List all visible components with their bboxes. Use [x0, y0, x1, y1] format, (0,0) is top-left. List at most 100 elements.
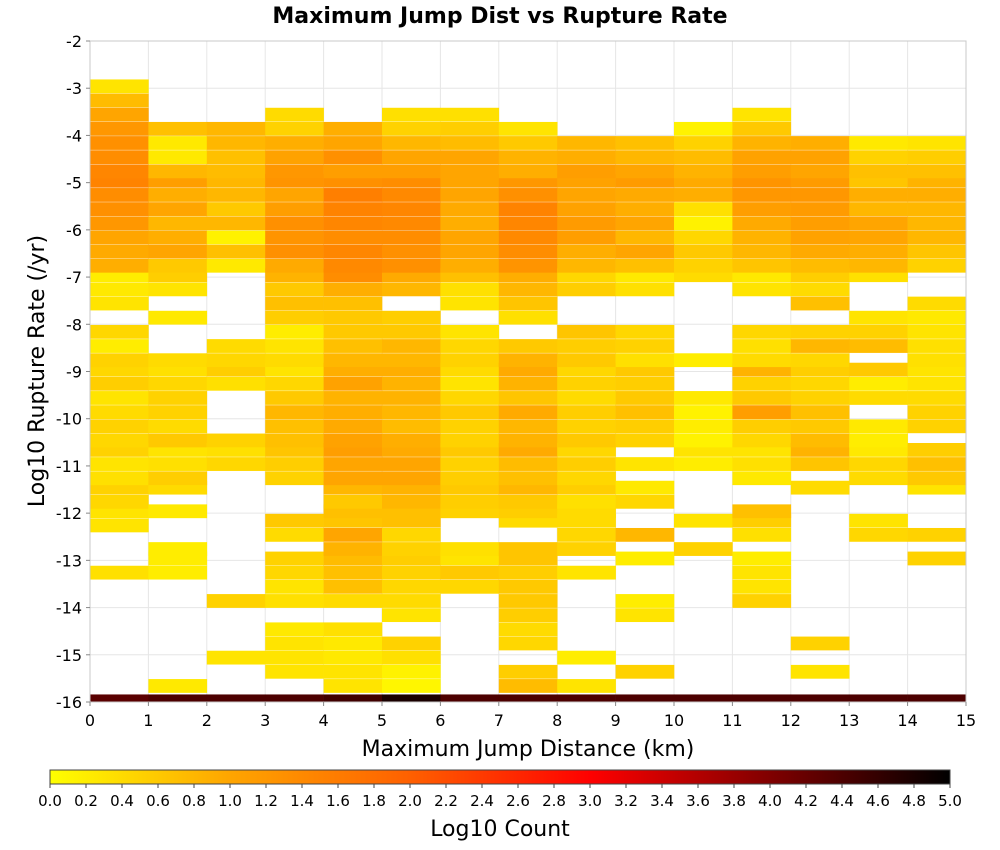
heatmap-cell — [382, 107, 441, 122]
y-tick-label: -3 — [66, 79, 82, 98]
colorbar-tick-label: 4.8 — [902, 792, 926, 810]
heatmap-cell — [382, 679, 441, 693]
heatmap-cell — [90, 376, 149, 391]
heatmap-cell — [615, 664, 675, 679]
heatmap-cell — [849, 376, 908, 391]
heatmap-cell — [849, 457, 908, 471]
heatmap-cell — [206, 150, 266, 165]
heatmap-cell — [790, 188, 850, 202]
heatmap-cell — [557, 244, 616, 259]
heatmap-cell — [382, 188, 441, 202]
heatmap-cell — [90, 244, 149, 259]
heatmap-cell — [732, 405, 792, 420]
heatmap-cell — [557, 376, 616, 391]
heatmap-cell — [557, 164, 616, 179]
heatmap-cell — [732, 121, 792, 136]
heatmap-cell — [382, 244, 441, 259]
heatmap-cell — [440, 579, 500, 594]
heatmap-cell — [265, 230, 324, 245]
heatmap-cell — [206, 457, 266, 471]
colorbar-tick-label: 3.4 — [650, 792, 674, 810]
heatmap-cell — [90, 433, 149, 448]
heatmap-cell — [440, 542, 500, 556]
heatmap-cell — [674, 258, 733, 273]
heatmap-cell — [382, 376, 441, 391]
heatmap-cell — [206, 244, 266, 259]
colorbar-tick-label: 0.0 — [38, 792, 62, 810]
x-tick-label: 8 — [552, 711, 562, 730]
heatmap-cell — [148, 419, 208, 434]
heatmap-cell — [498, 376, 558, 391]
heatmap-cell — [557, 230, 616, 245]
heatmap-cell — [440, 405, 500, 420]
heatmap-cell — [615, 494, 675, 509]
heatmap-cell — [674, 694, 733, 703]
heatmap-cell — [440, 216, 500, 231]
heatmap-cell — [265, 433, 324, 448]
heatmap-cell — [907, 150, 967, 165]
heatmap-cell — [206, 694, 266, 703]
colorbar-tick-label: 4.4 — [830, 792, 854, 810]
heatmap-cell — [440, 391, 500, 405]
x-tick-label: 9 — [611, 711, 621, 730]
colorbar-tick-label: 3.0 — [578, 792, 602, 810]
heatmap-cell — [674, 457, 733, 471]
heatmap-cell — [265, 636, 324, 651]
heatmap-cell — [148, 164, 208, 179]
heatmap-cell — [323, 636, 383, 651]
heatmap-cell — [90, 164, 149, 179]
heatmap-cell — [382, 527, 441, 542]
heatmap-cell — [265, 551, 324, 566]
heatmap-cell — [615, 188, 675, 202]
heatmap-cell — [90, 565, 149, 580]
heatmap-cell — [732, 433, 792, 448]
heatmap-cell — [382, 664, 441, 679]
heatmap-cell — [323, 594, 383, 608]
x-tick-label: 1 — [143, 711, 153, 730]
heatmap-cell — [440, 324, 500, 339]
heatmap-cell — [674, 121, 733, 136]
heatmap-cell — [498, 694, 558, 703]
heatmap-cell — [440, 457, 500, 471]
heatmap-cell — [265, 150, 324, 165]
colorbar-tick-label: 4.2 — [794, 792, 818, 810]
heatmap-cell — [557, 405, 616, 420]
y-tick-label: -5 — [66, 174, 82, 193]
heatmap-cell — [148, 694, 208, 703]
heatmap-cell — [615, 480, 675, 495]
colorbar-tick-label: 0.4 — [110, 792, 134, 810]
heatmap-cell — [790, 405, 850, 420]
x-tick-label: 6 — [435, 711, 445, 730]
heatmap-cell — [498, 471, 558, 486]
heatmap-cell — [148, 679, 208, 693]
heatmap-cell — [90, 494, 149, 509]
heatmap-cell — [323, 216, 383, 231]
heatmap-cell — [382, 202, 441, 216]
y-tick-label: -9 — [66, 363, 82, 382]
heatmap-cell — [148, 150, 208, 165]
heatmap-cell — [907, 136, 967, 150]
heatmap-cell — [90, 391, 149, 405]
heatmap-cell — [90, 258, 149, 273]
heatmap-cell — [323, 202, 383, 216]
heatmap-cell — [323, 324, 383, 339]
heatmap-cell — [265, 579, 324, 594]
heatmap-cell — [382, 324, 441, 339]
heatmap-cell — [323, 244, 383, 259]
heatmap-cell — [148, 391, 208, 405]
heatmap-cell — [674, 136, 733, 150]
heatmap-cell — [265, 164, 324, 179]
heatmap-cell — [382, 405, 441, 420]
heatmap-cell — [382, 216, 441, 231]
y-tick-label: -12 — [56, 504, 82, 523]
heatmap-cell — [440, 419, 500, 434]
heatmap-cell — [323, 282, 383, 297]
heatmap-cell — [674, 353, 733, 368]
heatmap-cell — [849, 310, 908, 325]
heatmap-cell — [498, 339, 558, 353]
heatmap-cell — [732, 230, 792, 245]
heatmap-cell — [206, 230, 266, 245]
heatmap-cell — [265, 296, 324, 311]
heatmap-cell — [849, 202, 908, 216]
